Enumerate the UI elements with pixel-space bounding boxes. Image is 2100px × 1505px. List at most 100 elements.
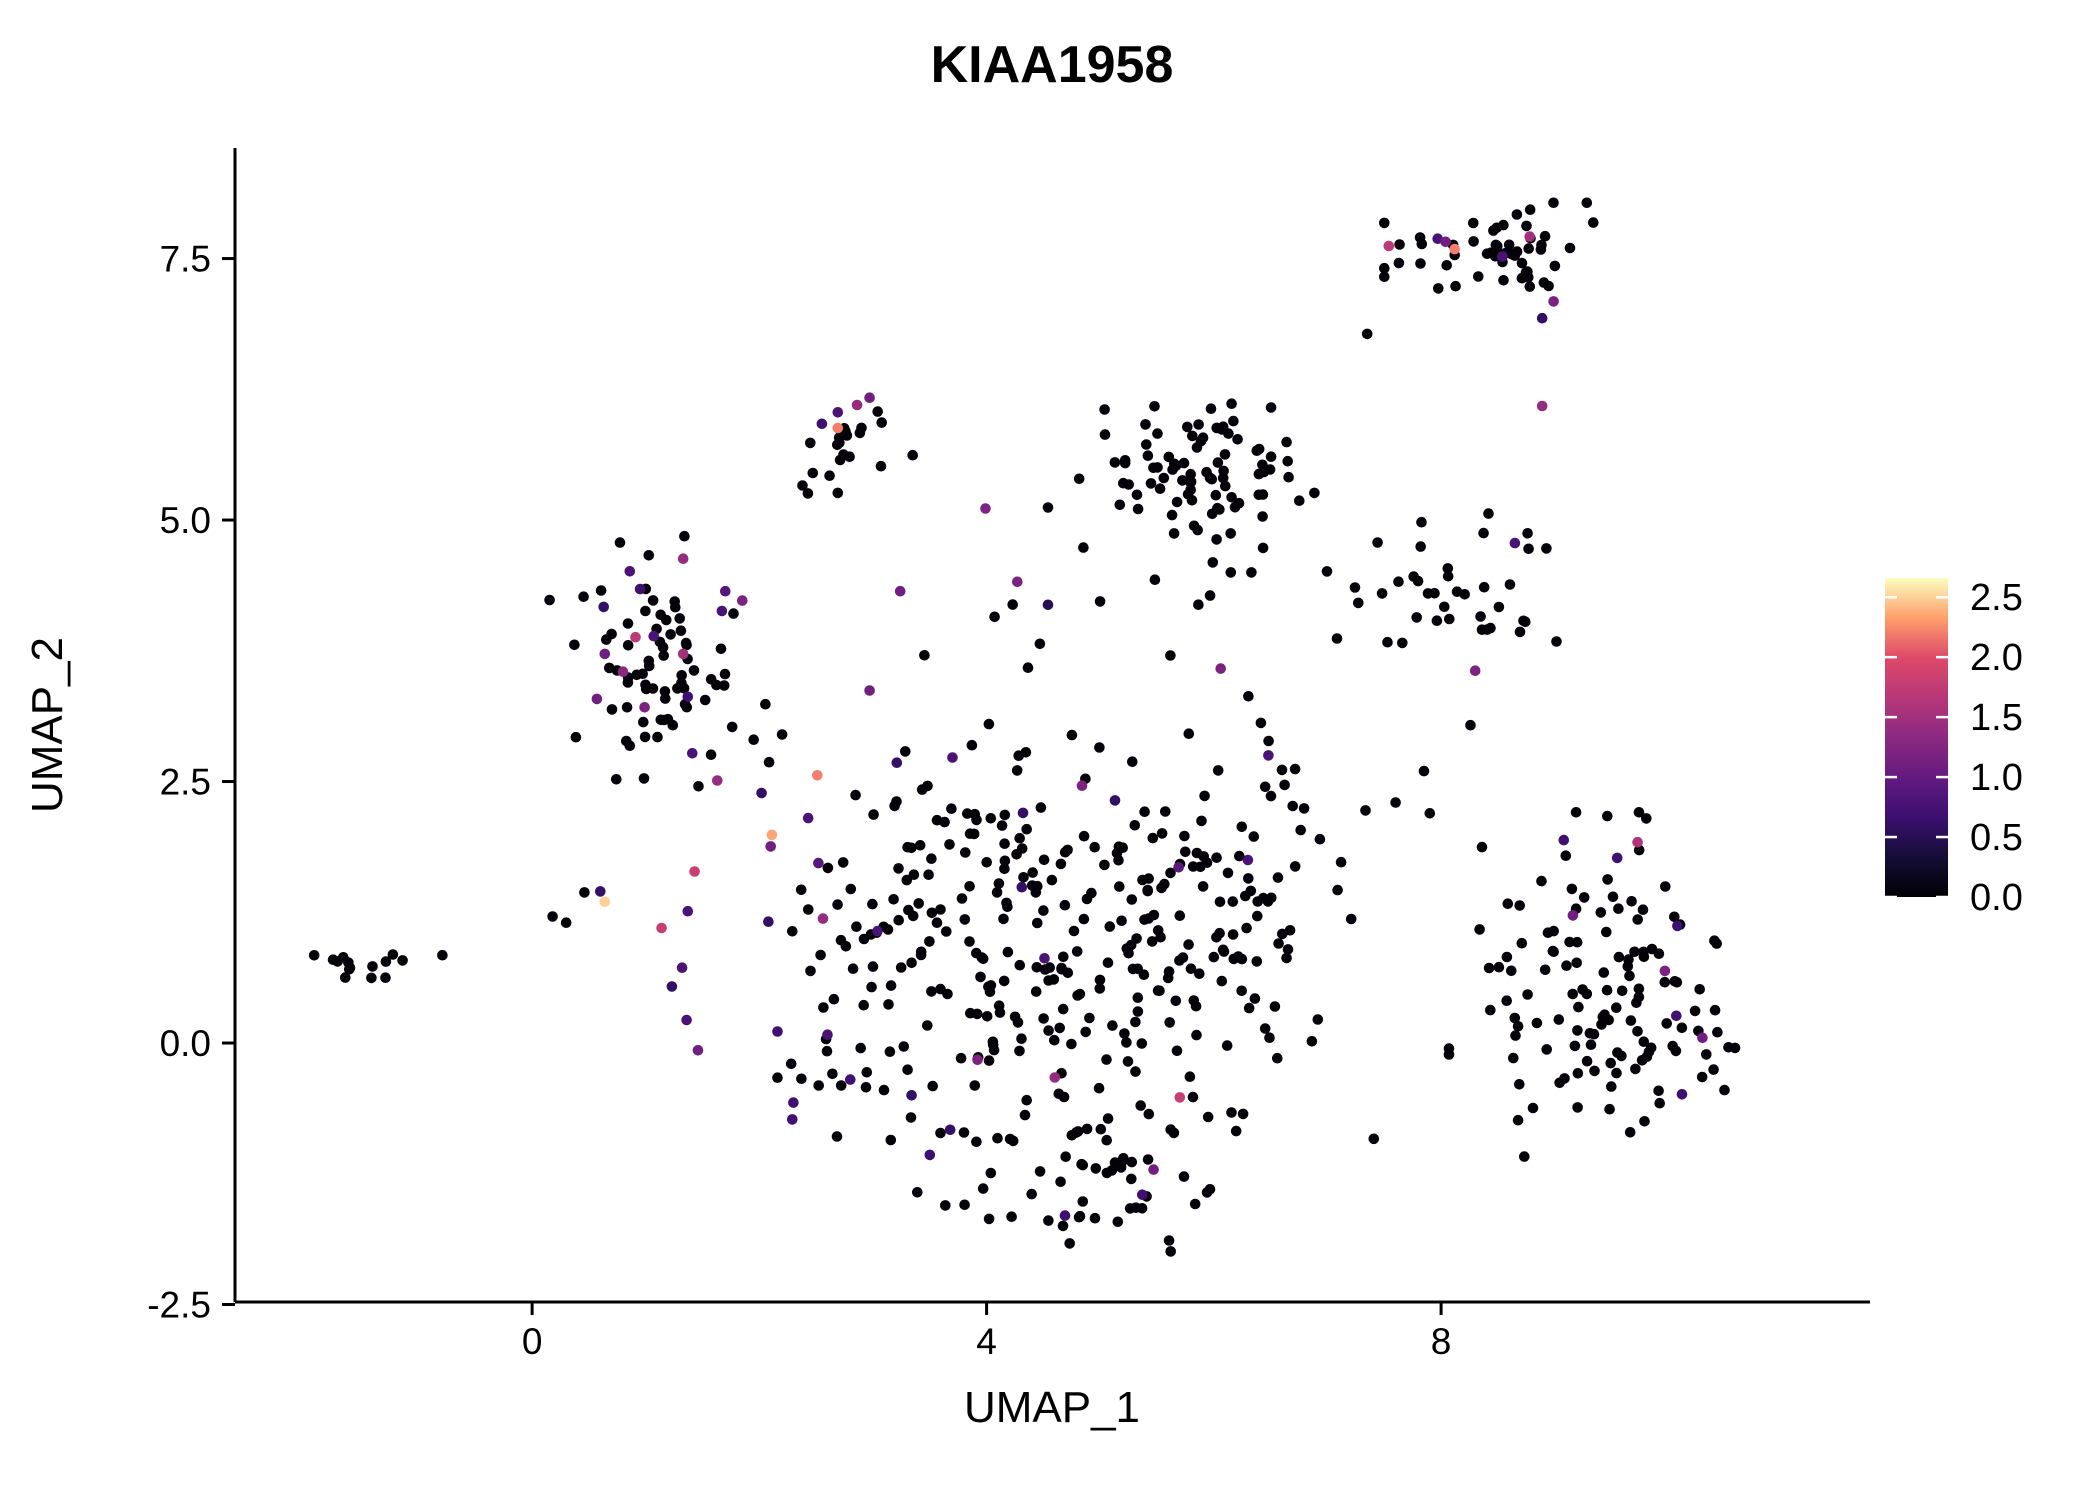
data-point [1412,575,1424,587]
data-point [1222,867,1234,879]
data-point [1131,933,1142,944]
data-point-expressing [972,1054,983,1066]
data-point [1572,1102,1583,1113]
data-point [1152,428,1163,439]
data-point [994,1007,1006,1018]
data-point [1251,445,1263,457]
data-point [996,820,1008,831]
data-point-expressing [1632,836,1643,848]
data-point [1602,874,1613,885]
data-point [1309,487,1320,499]
data-point [569,639,580,651]
y-tick-label: 7.5 [160,239,211,280]
data-point [1444,613,1455,625]
data-point [831,1131,843,1142]
data-point-expressing [832,422,844,434]
data-point-expressing [864,392,875,404]
data-point-expressing [639,702,650,713]
data-point-expressing [1263,750,1274,761]
data-point [367,961,378,972]
data-point [1243,873,1254,884]
data-point [1390,797,1401,808]
data-point [1145,478,1157,489]
data-point [1474,924,1485,935]
data-point [832,439,843,451]
data-point [327,954,339,965]
data-point [1485,1004,1496,1016]
data-point [1226,1107,1237,1118]
data-point-expressing [692,1045,704,1056]
data-point [1306,1036,1318,1047]
data-point [893,914,904,926]
data-point [1567,988,1578,1000]
data-point-expressing [787,1114,798,1125]
data-point [1478,527,1489,539]
data-point [1719,1084,1730,1096]
data-point [805,965,816,977]
data-point [882,924,894,935]
data-point [1711,938,1722,949]
data-point [898,1041,910,1052]
data-point-expressing [1497,251,1508,262]
data-point [1214,927,1225,939]
data-point [847,963,859,974]
data-point [851,921,862,932]
data-point [1210,489,1222,501]
data-point [1624,1127,1636,1138]
data-point [1331,633,1343,644]
data-point [1140,419,1151,430]
data-point [1160,806,1171,817]
data-point [1141,439,1152,450]
data-point [1171,1045,1183,1057]
data-point-expressing [924,1149,936,1161]
data-point [1521,220,1532,232]
data-point [705,674,717,685]
data-point [1068,925,1080,937]
data-point [1009,1011,1021,1023]
data-point [1543,280,1554,292]
data-point-expressing [906,1090,917,1101]
data-point [1506,965,1517,977]
data-point [1281,436,1292,448]
y-tick-label: 2.5 [160,762,211,803]
data-point [985,1167,997,1179]
data-point [1641,813,1652,824]
data-point-expressing [1017,807,1029,819]
data-point [1459,589,1470,600]
data-point [1638,951,1650,963]
data-point [718,680,730,691]
data-point [1081,1123,1093,1135]
data-point [1441,260,1452,271]
data-point [1064,1238,1075,1249]
data-point [977,1183,989,1194]
data-point [832,899,843,910]
data-point [1089,841,1100,853]
data-point [1633,807,1645,818]
data-point [1483,962,1495,974]
y-axis-label: UMAP_2 [23,637,72,813]
data-point [1123,947,1134,959]
data-point [1109,1157,1121,1168]
data-point [622,618,634,629]
data-point [1099,859,1110,871]
data-point [1631,997,1642,1008]
data-point-expressing [763,916,774,927]
data-point [639,731,651,743]
data-point [1332,884,1343,896]
data-point [397,955,408,966]
data-point [1227,896,1239,907]
data-point [1136,1038,1148,1049]
data-point [1185,963,1197,974]
data-point [1416,516,1427,528]
data-point [1279,779,1290,791]
data-point [915,949,927,961]
data-point [1179,830,1190,842]
data-point [1476,841,1488,853]
data-point [1101,1134,1112,1146]
data-point-expressing [1536,312,1548,324]
data-point [1632,1026,1643,1037]
data-point [1259,781,1271,793]
data-point [1566,883,1578,895]
data-point [1393,576,1404,587]
data-point [1516,937,1528,949]
